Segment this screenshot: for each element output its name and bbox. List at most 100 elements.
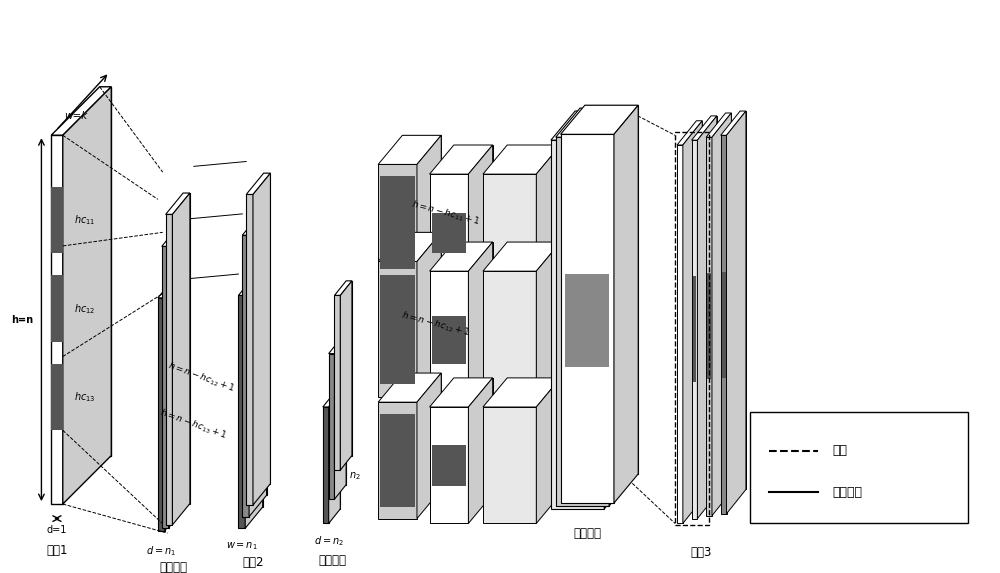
Text: 通道变换: 通道变换 <box>832 486 862 499</box>
Polygon shape <box>432 445 466 486</box>
Text: $h=n-hc_{11}+1$: $h=n-hc_{11}+1$ <box>410 198 481 228</box>
Polygon shape <box>183 193 190 504</box>
Polygon shape <box>551 111 629 140</box>
Polygon shape <box>483 145 561 174</box>
Polygon shape <box>346 281 352 456</box>
Polygon shape <box>722 272 726 378</box>
Polygon shape <box>334 296 340 470</box>
Polygon shape <box>162 246 169 528</box>
Polygon shape <box>100 87 111 456</box>
Polygon shape <box>585 105 638 474</box>
Polygon shape <box>245 274 263 528</box>
Polygon shape <box>556 108 633 138</box>
Polygon shape <box>483 271 536 407</box>
Polygon shape <box>692 116 717 140</box>
Polygon shape <box>556 138 609 506</box>
Polygon shape <box>696 121 702 499</box>
Polygon shape <box>329 393 340 524</box>
Polygon shape <box>468 242 493 407</box>
Text: $h=n_2$: $h=n_2$ <box>331 468 360 482</box>
Polygon shape <box>575 111 629 480</box>
Polygon shape <box>242 214 267 236</box>
Text: 卷积3: 卷积3 <box>691 546 712 559</box>
Polygon shape <box>340 281 352 470</box>
Polygon shape <box>51 187 63 253</box>
Text: $h=n-hc_{12}+1$: $h=n-hc_{12}+1$ <box>400 309 472 340</box>
Text: $h=n-hc_{13}+1$: $h=n-hc_{13}+1$ <box>158 406 228 442</box>
Polygon shape <box>264 173 270 484</box>
Polygon shape <box>561 134 614 503</box>
Polygon shape <box>402 135 441 252</box>
Polygon shape <box>565 274 609 367</box>
Polygon shape <box>468 378 493 524</box>
Polygon shape <box>238 274 263 296</box>
Polygon shape <box>100 251 111 317</box>
Polygon shape <box>483 174 536 291</box>
Polygon shape <box>483 242 561 271</box>
Polygon shape <box>417 373 441 519</box>
Polygon shape <box>721 111 746 135</box>
Polygon shape <box>51 364 63 430</box>
Polygon shape <box>378 373 441 402</box>
Polygon shape <box>323 407 329 524</box>
Polygon shape <box>609 108 633 506</box>
Text: 结果叠加: 结果叠加 <box>573 527 601 540</box>
Polygon shape <box>677 121 702 145</box>
Polygon shape <box>175 277 182 509</box>
Polygon shape <box>507 145 561 261</box>
Text: $w=n_1$: $w=n_1$ <box>226 540 258 552</box>
Polygon shape <box>693 276 696 382</box>
Polygon shape <box>334 281 352 296</box>
Polygon shape <box>253 173 270 505</box>
Polygon shape <box>169 225 186 528</box>
Polygon shape <box>561 105 638 134</box>
Polygon shape <box>334 339 346 499</box>
Polygon shape <box>580 108 633 477</box>
Polygon shape <box>726 113 731 492</box>
Polygon shape <box>454 378 493 494</box>
Text: 卷积: 卷积 <box>832 445 847 457</box>
Polygon shape <box>378 135 441 164</box>
Polygon shape <box>454 242 493 378</box>
Polygon shape <box>246 173 270 194</box>
Polygon shape <box>100 340 111 406</box>
Polygon shape <box>260 214 267 495</box>
Text: 卷积2: 卷积2 <box>243 556 264 569</box>
Polygon shape <box>454 145 493 261</box>
Polygon shape <box>51 87 111 135</box>
Polygon shape <box>340 339 346 485</box>
Polygon shape <box>706 113 731 138</box>
Polygon shape <box>468 145 493 291</box>
Polygon shape <box>417 135 441 281</box>
Polygon shape <box>507 378 561 494</box>
Polygon shape <box>158 277 182 298</box>
Text: $h=n-hc_{12}+1$: $h=n-hc_{12}+1$ <box>166 359 236 395</box>
Polygon shape <box>323 393 340 407</box>
Polygon shape <box>556 280 599 372</box>
Polygon shape <box>536 145 561 291</box>
Polygon shape <box>249 214 267 517</box>
Polygon shape <box>165 277 182 531</box>
Polygon shape <box>697 116 717 519</box>
Polygon shape <box>380 176 415 269</box>
Polygon shape <box>430 271 468 407</box>
Polygon shape <box>483 378 561 407</box>
Text: w=k: w=k <box>64 111 87 121</box>
Polygon shape <box>158 298 165 531</box>
FancyBboxPatch shape <box>750 412 968 524</box>
Polygon shape <box>162 225 186 246</box>
Text: $hc_{12}$: $hc_{12}$ <box>74 302 96 316</box>
Text: 形状变换: 形状变换 <box>319 554 347 567</box>
Polygon shape <box>706 138 712 516</box>
Polygon shape <box>63 87 111 504</box>
Polygon shape <box>166 214 172 525</box>
Polygon shape <box>536 378 561 524</box>
Polygon shape <box>166 193 190 214</box>
Polygon shape <box>238 296 245 528</box>
Polygon shape <box>172 193 190 525</box>
Polygon shape <box>432 213 466 253</box>
Polygon shape <box>430 407 468 524</box>
Polygon shape <box>707 273 711 379</box>
Polygon shape <box>380 414 415 507</box>
Polygon shape <box>378 164 417 281</box>
